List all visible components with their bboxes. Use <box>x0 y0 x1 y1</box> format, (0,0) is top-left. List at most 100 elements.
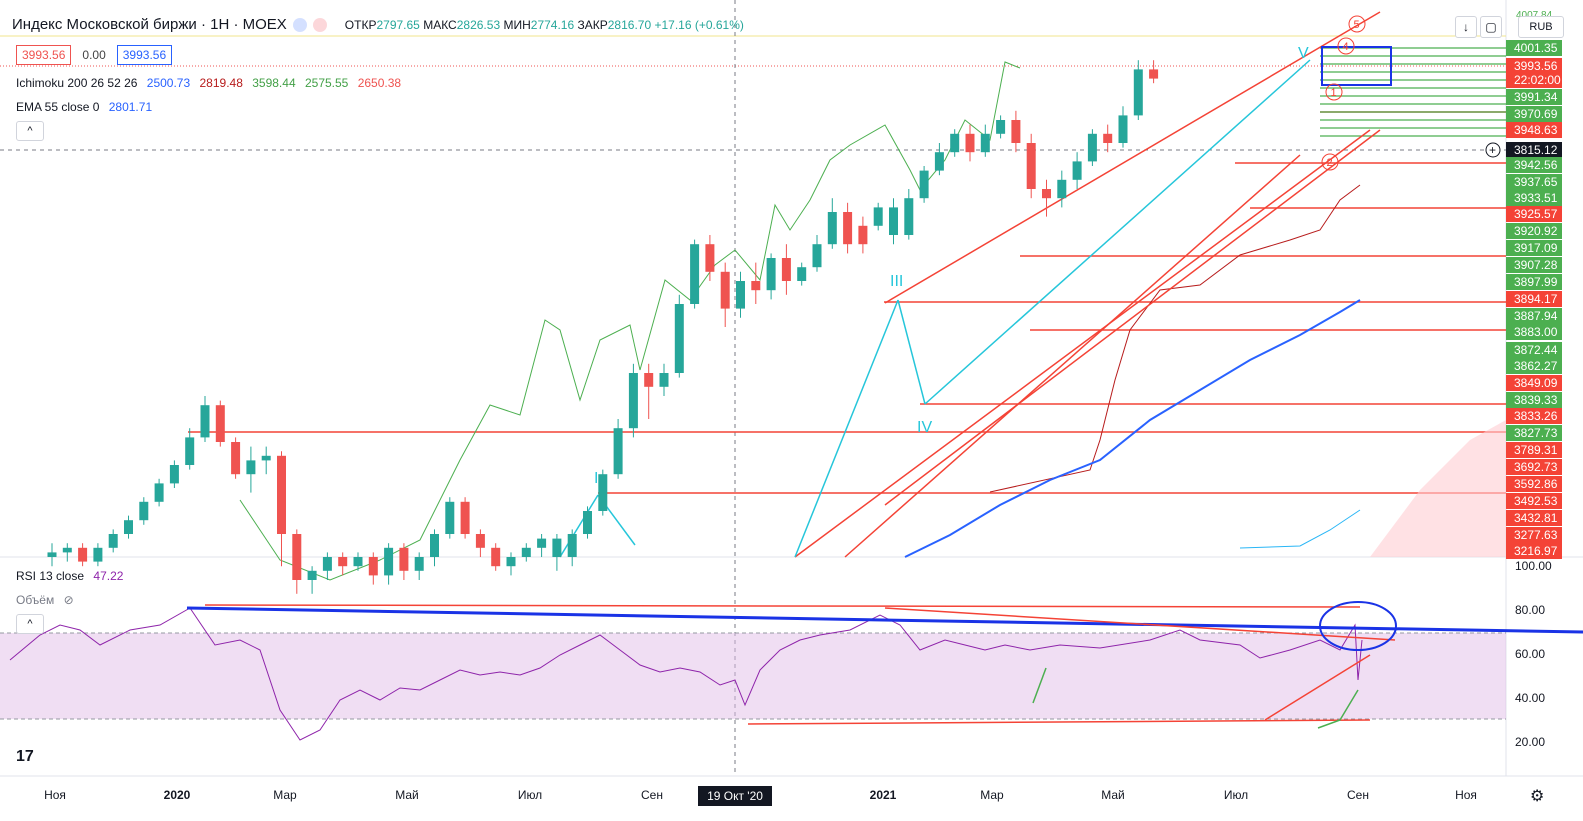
candle-body[interactable] <box>322 557 332 571</box>
candle-body[interactable] <box>292 534 302 580</box>
ema-legend[interactable]: EMA 55 close 0 2801.71 <box>16 100 158 114</box>
gear-icon[interactable]: ⚙ <box>1530 788 1545 805</box>
candle-body[interactable] <box>889 207 898 235</box>
candle-body[interactable] <box>919 170 929 199</box>
candle-body[interactable] <box>475 534 485 548</box>
candle-body[interactable] <box>1057 179 1067 199</box>
candle-body[interactable] <box>154 483 164 502</box>
candle-body[interactable] <box>858 225 868 245</box>
candle-body[interactable] <box>797 267 807 281</box>
candle-body[interactable] <box>644 373 654 387</box>
candle-body[interactable] <box>277 455 286 534</box>
candle-body[interactable] <box>445 501 455 534</box>
candle-body[interactable] <box>720 271 730 309</box>
rsi-legend[interactable]: RSI 13 close 47.22 <box>16 569 129 583</box>
candle-body[interactable] <box>384 547 394 576</box>
tradingview-logo[interactable]: 17 <box>16 748 34 765</box>
candle-body[interactable] <box>368 557 378 576</box>
candle-body[interactable] <box>169 465 179 484</box>
candle-body[interactable] <box>93 547 103 562</box>
candle-body[interactable] <box>934 152 944 171</box>
candle-body[interactable] <box>598 474 608 511</box>
eye-off-icon[interactable]: ⊘ <box>63 593 74 607</box>
alert-icon[interactable] <box>312 17 327 32</box>
candle-body[interactable] <box>231 442 241 475</box>
candle-body[interactable] <box>338 557 348 567</box>
candle-body[interactable] <box>965 133 975 153</box>
candle-body[interactable] <box>108 534 118 548</box>
price-axis-label: 3492.53 <box>1514 494 1558 508</box>
candle-body[interactable] <box>185 437 195 465</box>
price-axis-label: 3862.27 <box>1514 359 1558 373</box>
candle-body[interactable] <box>996 120 1006 134</box>
candle-body[interactable] <box>246 460 256 475</box>
volume-legend[interactable]: Объём ⊘ <box>16 593 80 607</box>
candle-body[interactable] <box>521 547 531 557</box>
candle-body[interactable] <box>873 207 883 226</box>
compare-icon[interactable] <box>292 17 307 32</box>
candle-body[interactable] <box>613 428 623 475</box>
candle-body[interactable] <box>766 258 776 291</box>
candle-body[interactable] <box>62 547 72 553</box>
scroll-down-button[interactable]: ↓ <box>1455 16 1477 38</box>
candle-body[interactable] <box>78 547 88 562</box>
collapse-rsi-button[interactable]: ^ <box>16 614 44 634</box>
price-axis-label: 3833.26 <box>1514 409 1558 423</box>
candle-body[interactable] <box>537 538 547 548</box>
candle-body[interactable] <box>751 281 761 291</box>
candle-body[interactable] <box>1133 69 1143 116</box>
candle-body[interactable] <box>491 547 501 567</box>
candle-body[interactable] <box>950 133 960 153</box>
candle-body[interactable] <box>736 281 745 309</box>
candle-body[interactable] <box>1118 115 1128 143</box>
currency-selector[interactable]: RUB <box>1518 16 1564 38</box>
candle-body[interactable] <box>1042 189 1051 199</box>
candle-body[interactable] <box>690 244 700 304</box>
price-axis-label-bg <box>1506 89 1562 105</box>
fullscreen-button[interactable]: ▢ <box>1480 16 1502 38</box>
candle-body[interactable] <box>904 198 914 235</box>
channel-line <box>884 129 1381 506</box>
sell-price[interactable]: 3993.56 <box>16 45 72 65</box>
candle-body[interactable] <box>47 552 57 557</box>
ichimoku-legend[interactable]: Ichimoku 200 26 52 26 2500.73 2819.48 35… <box>16 76 407 90</box>
candle-body[interactable] <box>124 520 133 534</box>
candle-body[interactable] <box>1026 143 1036 189</box>
candle-body[interactable] <box>1072 161 1082 180</box>
candle-body[interactable] <box>628 373 638 429</box>
candle-body[interactable] <box>307 570 317 580</box>
candle-body[interactable] <box>1087 133 1097 162</box>
candle-body[interactable] <box>674 304 684 373</box>
candle-body[interactable] <box>567 534 577 557</box>
candle-body[interactable] <box>705 244 715 272</box>
candle-body[interactable] <box>261 455 271 461</box>
candle-body[interactable] <box>399 547 409 571</box>
candle-body[interactable] <box>506 557 516 567</box>
candle-body[interactable] <box>353 557 363 567</box>
candle-body[interactable] <box>980 133 990 153</box>
candle-body[interactable] <box>1149 69 1159 79</box>
candle-body[interactable] <box>1103 133 1113 143</box>
collapse-legend-button[interactable]: ^ <box>16 121 44 141</box>
candle-body[interactable] <box>781 258 791 281</box>
candle-body[interactable] <box>552 538 562 557</box>
candle-body[interactable] <box>139 501 149 521</box>
add-alert-icon[interactable] <box>1485 142 1501 158</box>
ohlc-close-value: 2816.70 <box>607 17 652 32</box>
candle-body[interactable] <box>200 405 210 438</box>
candle-body[interactable] <box>430 534 439 557</box>
candle-body[interactable] <box>812 244 822 268</box>
candle-body[interactable] <box>1011 120 1021 143</box>
candle-body[interactable] <box>215 405 225 442</box>
fullscreen-icon: ▢ <box>1485 20 1497 34</box>
candle-body[interactable] <box>414 557 424 571</box>
candle-body[interactable] <box>843 212 853 245</box>
candle-body[interactable] <box>827 212 837 245</box>
candle-body[interactable] <box>583 511 592 534</box>
candle-body[interactable] <box>659 373 669 387</box>
crosshair-date-label: 19 Окт '20 <box>698 786 772 806</box>
buy-price[interactable]: 3993.56 <box>116 45 173 65</box>
candle-body[interactable] <box>460 501 470 534</box>
symbol-title[interactable]: Индекс Московской биржи · 1H · MOEX <box>12 16 287 33</box>
